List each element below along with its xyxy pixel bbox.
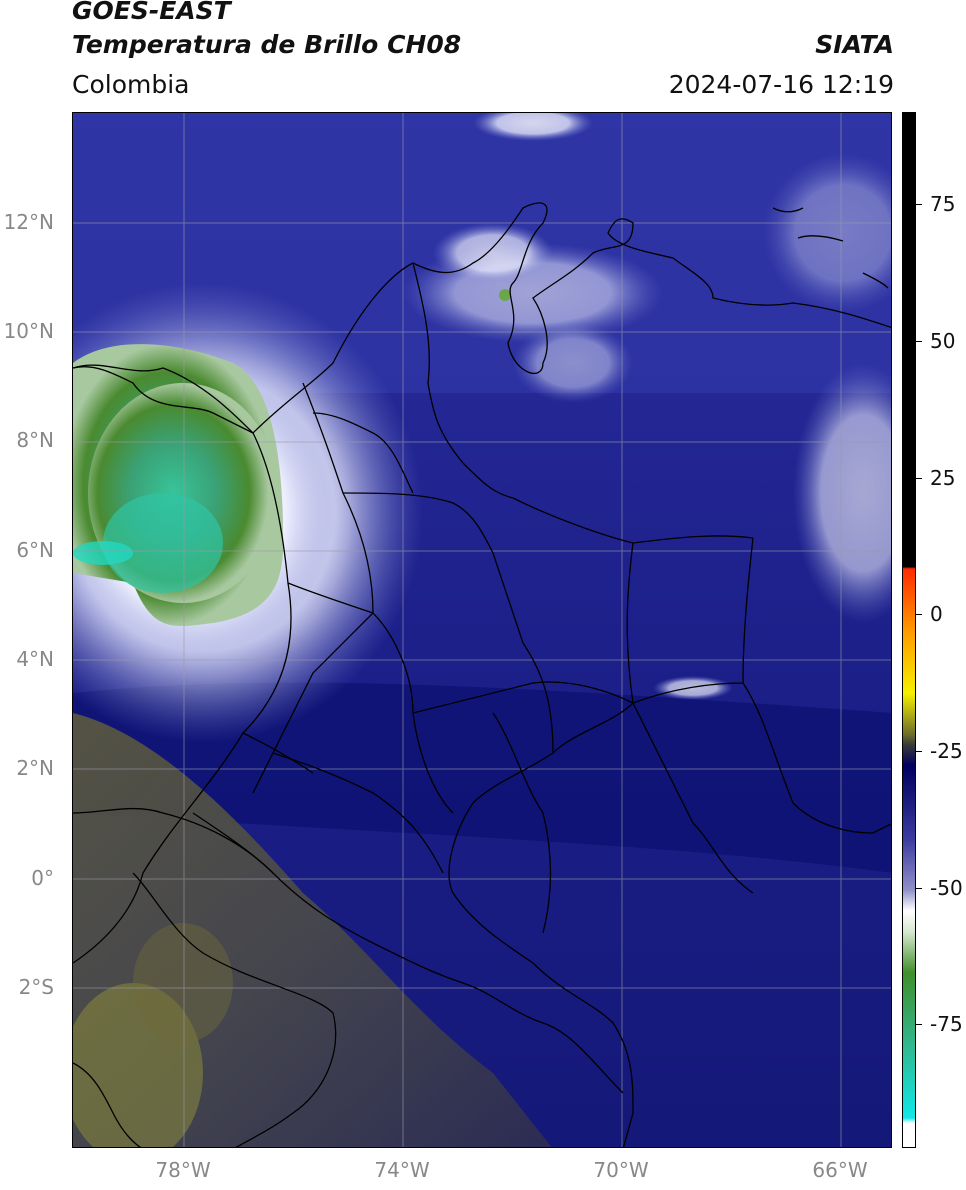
colorbar-label: -75 xyxy=(930,1012,963,1036)
lon-label: 66°W xyxy=(812,1158,868,1182)
colorbar-tick xyxy=(916,204,922,205)
lat-label: 2°N xyxy=(16,756,54,780)
product-title: Temperatura de Brillo CH08 xyxy=(72,30,462,59)
colorbar-label: -50 xyxy=(930,876,963,900)
lon-label: 70°W xyxy=(593,1158,649,1182)
colorbar-label: -25 xyxy=(930,739,963,763)
region-label: Colombia xyxy=(72,70,190,99)
lat-label: 12°N xyxy=(3,210,54,234)
colorbar-tick xyxy=(916,341,922,342)
map-image xyxy=(73,113,891,1147)
lat-label: 0° xyxy=(31,866,54,890)
lat-label: 6°N xyxy=(16,538,54,562)
colorbar-label: 50 xyxy=(930,329,956,353)
lon-label: 78°W xyxy=(155,1158,211,1182)
datetime-label: 2024-07-16 12:19 xyxy=(668,70,894,99)
grid-lines xyxy=(73,113,891,1147)
lat-label: 2°S xyxy=(18,975,54,999)
colorbar xyxy=(902,112,916,1148)
lat-label: 4°N xyxy=(16,647,54,671)
organization-label: SIATA xyxy=(815,30,894,59)
borders xyxy=(73,202,891,1147)
colorbar-tick xyxy=(916,751,922,752)
satellite-title: GOES-EAST xyxy=(72,0,231,25)
colorbar-tick xyxy=(916,614,922,615)
lat-label: 10°N xyxy=(3,319,54,343)
colorbar-tick xyxy=(916,1024,922,1025)
colorbar-label: 75 xyxy=(930,192,956,216)
lat-label: 8°N xyxy=(16,428,54,452)
colorbar-tick xyxy=(916,888,922,889)
colorbar-label: 0 xyxy=(930,602,943,626)
lon-label: 74°W xyxy=(374,1158,430,1182)
satellite-map[interactable] xyxy=(72,112,892,1148)
colorbar-label: 25 xyxy=(930,466,956,490)
colorbar-tick xyxy=(916,478,922,479)
